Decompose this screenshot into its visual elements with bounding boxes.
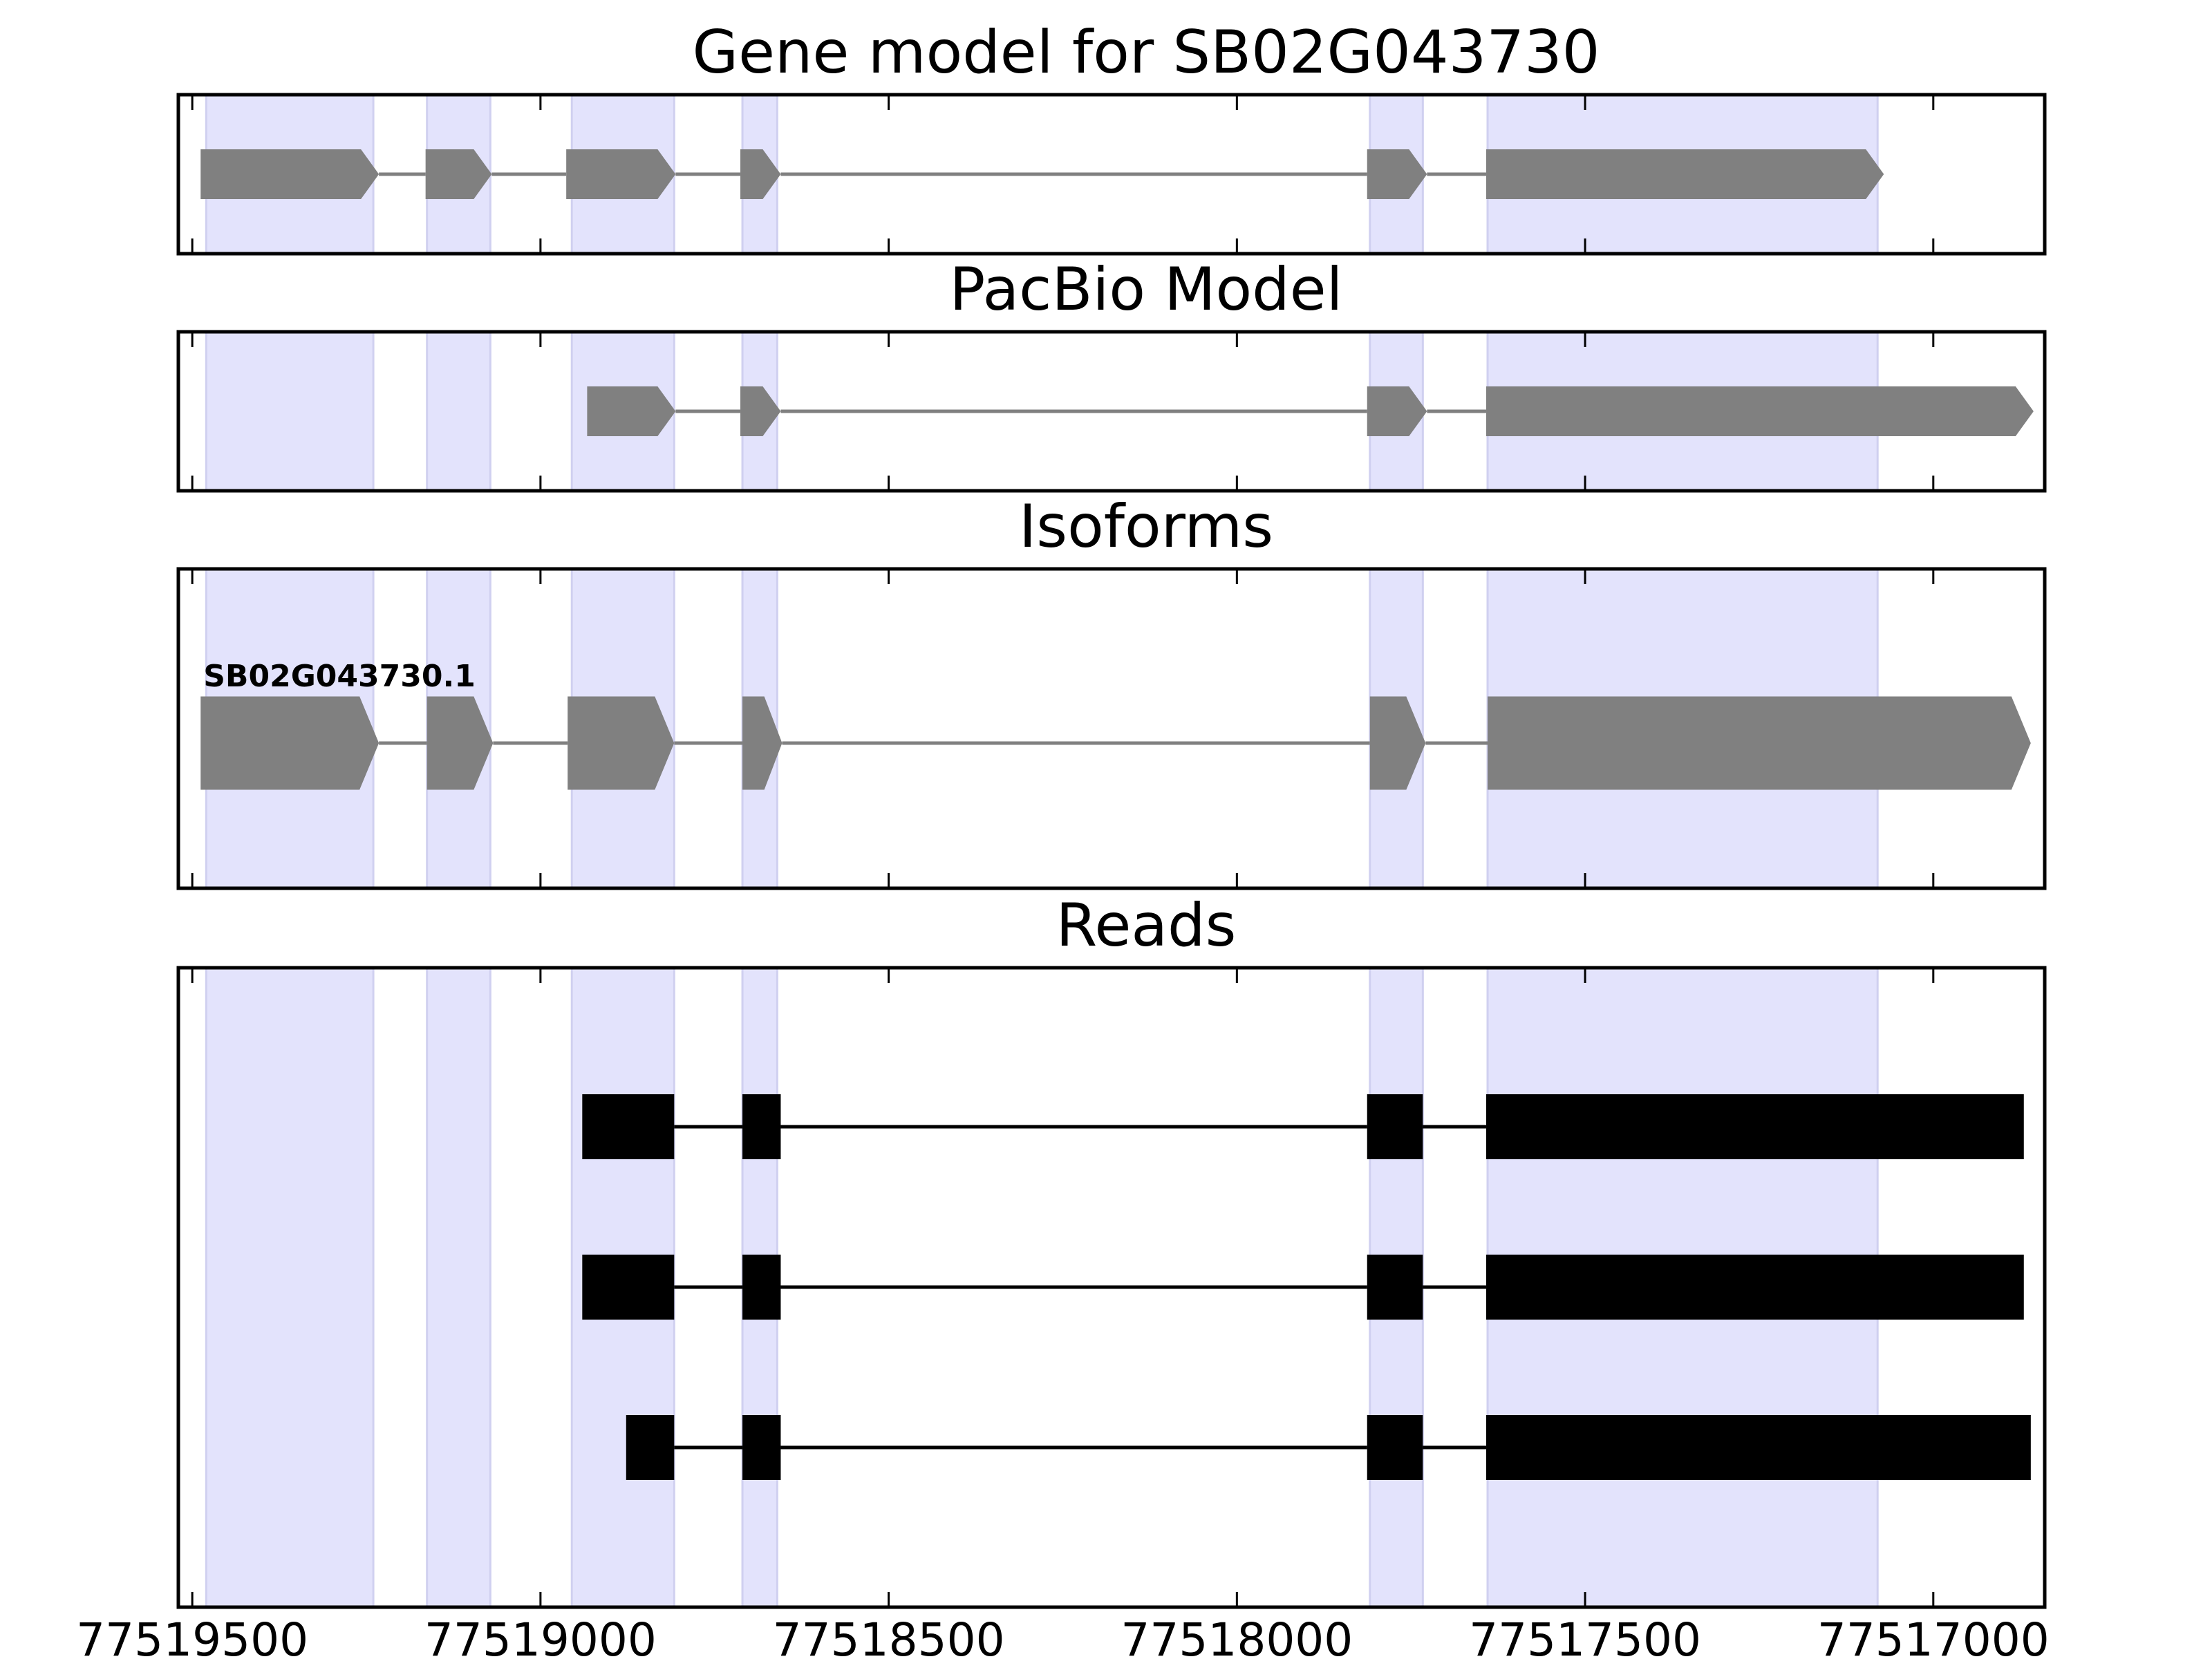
exon-arrow — [1486, 149, 1884, 199]
exon-arrow — [200, 696, 379, 790]
exon-highlight-band — [205, 330, 375, 492]
exon-arrow — [742, 696, 782, 790]
read-exon-block — [1367, 1094, 1423, 1159]
feature-track: SB02G043730.1 — [200, 659, 2031, 790]
exon-arrow — [427, 696, 494, 790]
x-tick-label: 77517000 — [1817, 1613, 2050, 1659]
panel-4: Reads — [176, 891, 2047, 1609]
panel-2: PacBio Model — [176, 255, 2047, 493]
read-exon-block — [742, 1415, 781, 1480]
read-track — [582, 1094, 2024, 1159]
read-exon-block — [1486, 1255, 2024, 1320]
feature-track — [200, 149, 1884, 199]
panel-frame — [176, 93, 2047, 256]
exon-highlight-band — [426, 966, 491, 1609]
exon-highlight-band — [426, 330, 491, 492]
exon-arrow — [740, 386, 781, 436]
exon-arrow — [1367, 386, 1427, 436]
x-tick-label: 77518000 — [1121, 1613, 1353, 1659]
exon-arrow — [200, 149, 379, 199]
exon-arrow — [1369, 696, 1426, 790]
read-track — [626, 1415, 2031, 1480]
panel-3: SB02G043730.1 Isoforms — [176, 492, 2047, 890]
panel-1: Gene model for SB02G043730 — [176, 18, 2047, 256]
read-exon-block — [626, 1415, 675, 1480]
exon-arrow — [587, 386, 676, 436]
exon-arrow — [568, 696, 675, 790]
exon-arrow — [1486, 386, 2034, 436]
read-exon-block — [742, 1255, 781, 1320]
isoform-label: SB02G043730.1 — [203, 659, 476, 694]
panel-frame — [176, 567, 2047, 890]
exon-highlight-band — [205, 966, 375, 1609]
panel-title: PacBio Model — [949, 255, 1342, 324]
read-exon-block — [1367, 1255, 1423, 1320]
read-exon-block — [1486, 1415, 2031, 1480]
panel-frame — [176, 330, 2047, 493]
panel-title: Isoforms — [1019, 492, 1273, 561]
panel-title: Gene model for SB02G043730 — [693, 18, 1600, 87]
exon-arrow — [1488, 696, 2031, 790]
read-exon-block — [582, 1255, 675, 1320]
exon-arrow — [740, 149, 781, 199]
x-tick-label: 77517500 — [1469, 1613, 1701, 1659]
x-tick-label: 77519000 — [424, 1613, 657, 1659]
feature-track — [587, 386, 2034, 436]
x-tick-label: 77519500 — [76, 1613, 308, 1659]
exon-arrow — [566, 149, 676, 199]
read-exon-block — [1367, 1415, 1423, 1480]
panel-frame — [176, 966, 2047, 1609]
panel-title: Reads — [1056, 891, 1237, 960]
exon-arrow — [1367, 149, 1427, 199]
read-track — [582, 1255, 2024, 1320]
read-exon-block — [582, 1094, 675, 1159]
read-exon-block — [742, 1094, 781, 1159]
read-exon-block — [1486, 1094, 2024, 1159]
exon-arrow — [425, 149, 492, 199]
x-tick-label: 77518500 — [773, 1613, 1005, 1659]
